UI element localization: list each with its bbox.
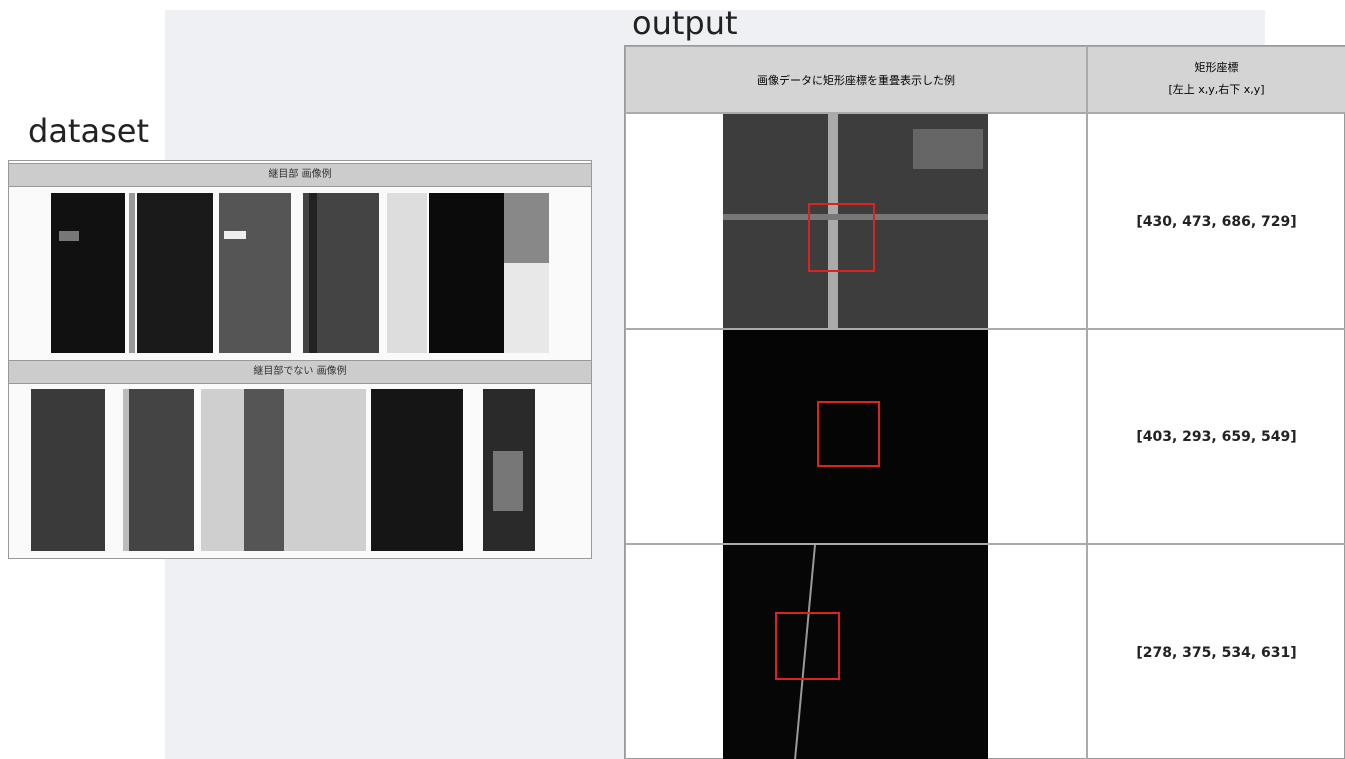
dataset-title: dataset (28, 112, 149, 150)
coords: [278, 375, 534, 631] (1087, 544, 1345, 759)
image-cell (625, 113, 1087, 329)
header-line: 矩形座標 (1194, 61, 1239, 74)
table-header: 画像データに矩形座標を重畳表示した例 (625, 46, 1087, 113)
table-header: 矩形座標 [左上 x,y,右下 x,y] (1087, 46, 1345, 113)
output-title: output (632, 4, 738, 42)
image-cell (625, 329, 1087, 544)
image-cell (625, 544, 1087, 759)
output-table: 画像データに矩形座標を重畳表示した例 矩形座標 [左上 x,y,右下 x,y] … (624, 45, 1345, 759)
coords: [403, 293, 659, 549] (1087, 329, 1345, 544)
coords: [430, 473, 686, 729] (1087, 113, 1345, 329)
dataset-panel: 継目部 画像例 継目部でない 画像例 (8, 160, 592, 559)
header-line: [左上 x,y,右下 x,y] (1168, 83, 1265, 96)
section-header: 継目部 画像例 (9, 163, 591, 187)
dataset-images (31, 193, 549, 551)
section-header: 継目部でない 画像例 (9, 360, 591, 384)
output-images (723, 114, 988, 759)
